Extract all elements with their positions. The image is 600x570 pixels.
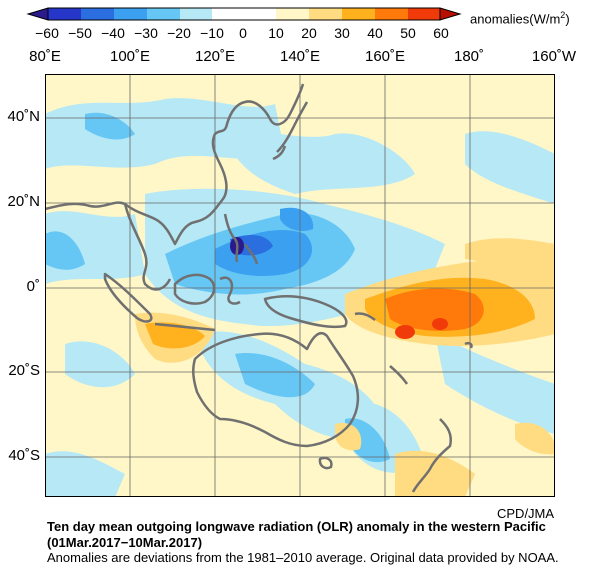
colorbar: [26, 7, 462, 21]
map-frame: [45, 74, 555, 497]
colorbar-tick-label: 60: [433, 25, 449, 41]
colorbar-tick-label: 30: [334, 25, 350, 41]
colorbar-seg-8: [309, 8, 342, 20]
japan-coast: [272, 101, 309, 161]
colorbar-left-arrow: [26, 7, 49, 21]
colorbar-seg-7: [276, 8, 309, 20]
lon-label: 180˚: [453, 48, 485, 65]
caption-title: Ten day mean outgoing longwave radiation…: [47, 519, 546, 534]
colorbar-tick-label: −60: [35, 25, 59, 41]
lon-label: 80˚E: [29, 48, 61, 65]
colorbar-seg-6: [212, 8, 276, 20]
australia-coast: [192, 332, 360, 448]
indochina-coast: [123, 203, 172, 291]
olr-anomaly-map: [45, 74, 555, 497]
lat-label: 40˚N: [7, 108, 40, 125]
new-guinea-coast: [263, 295, 348, 329]
lon-label: 160˚E: [364, 48, 406, 65]
positive-anomaly-extreme: [395, 318, 448, 339]
philippines-coast: [223, 213, 259, 265]
lon-label: 120˚E: [194, 48, 236, 65]
lat-label: 20˚S: [8, 362, 40, 379]
solomon-coast: [354, 312, 376, 321]
colorbar-seg-11: [408, 8, 440, 20]
colorbar-tick-label: 0: [239, 25, 247, 41]
lon-label: 100˚E: [109, 48, 151, 65]
lon-label: 140˚E: [279, 48, 321, 65]
positive-anomaly-strong: [385, 288, 484, 331]
lat-label: 20˚N: [7, 193, 40, 210]
asia-coast: [45, 83, 305, 246]
colorbar-seg-5: [180, 8, 212, 20]
colorbar-seg-10: [375, 8, 408, 20]
colorbar-tick-label: 10: [268, 25, 284, 41]
tasmania-coast: [318, 456, 333, 470]
sumatra-coast: [103, 272, 153, 323]
colorbar-tick-label: 50: [400, 25, 416, 41]
colorbar-tick-label: −30: [134, 25, 158, 41]
colorbar-bar: [26, 7, 462, 21]
colorbar-tick-label: −20: [167, 25, 191, 41]
colorbar-seg-1: [48, 8, 81, 20]
lat-label: 0˚: [26, 278, 40, 295]
colorbar-tick-label: −10: [200, 25, 224, 41]
colorbar-tick-label: 40: [367, 25, 383, 41]
coastlines: [45, 83, 473, 493]
colorbar-tick-label: −40: [101, 25, 125, 41]
colorbar-units: anomalies(W/m2): [470, 10, 570, 27]
java-coast: [154, 322, 216, 332]
colorbar-seg-9: [342, 8, 375, 20]
credit-label: CPD/JMA: [497, 506, 555, 521]
new-zealand-coast: [411, 418, 452, 493]
colorbar-tick-label: 20: [301, 25, 317, 41]
colorbar-right-arrow: [439, 7, 462, 21]
colorbar-tick-label: −50: [68, 25, 92, 41]
borneo-coast: [173, 273, 216, 305]
colorbar-seg-2: [81, 8, 114, 20]
caption-note: Anomalies are deviations from the 1981–2…: [47, 550, 559, 565]
lon-label: 160˚W: [531, 48, 577, 65]
sulawesi-coast: [219, 276, 241, 305]
caption-date: (01Mar.2017−10Mar.2017): [47, 535, 203, 550]
colorbar-seg-3: [114, 8, 147, 20]
new-caledonia-coast: [389, 365, 409, 385]
fiji-coast: [464, 341, 473, 349]
lat-label: 40˚S: [8, 447, 40, 464]
colorbar-seg-4: [147, 8, 180, 20]
